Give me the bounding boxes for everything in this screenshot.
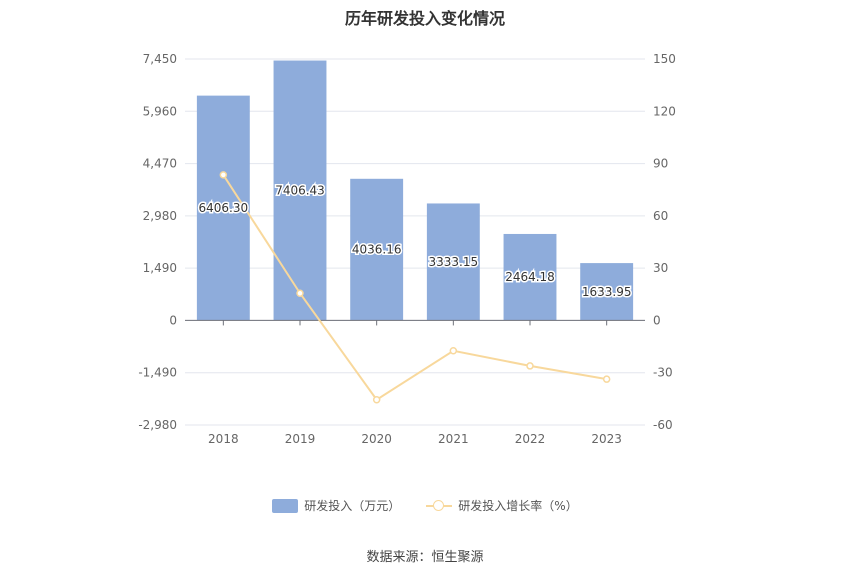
x-tick-label: 2019 — [285, 432, 316, 446]
x-tick-label: 2023 — [591, 432, 622, 446]
right-tick-label: -30 — [653, 366, 673, 380]
right-tick-label: 30 — [653, 261, 668, 275]
line-series — [219, 171, 611, 404]
x-tick-label: 2020 — [361, 432, 392, 446]
legend-bar-swatch — [272, 498, 299, 513]
bar — [196, 95, 250, 321]
bar-data-labels: 6406.30 7406.43 4036.16 3333.15 2464.18 1633.… — [197, 182, 633, 300]
source-note: 数据来源：恒生聚源 — [366, 550, 484, 565]
legend-item-rd-investment[interactable]: 研发投入（万元） — [272, 497, 400, 514]
right-tick-label: 0 — [653, 313, 661, 327]
left-tick-label: 2,980 — [143, 209, 177, 223]
left-tick-label: 1,490 — [143, 261, 177, 275]
legend: 研发投入（万元） 研发投入增长率（%） — [0, 497, 850, 514]
growth-rate-point — [219, 171, 228, 179]
left-tick-label: -1,490 — [138, 366, 177, 380]
legend-label-growth-rate: 研发投入增长率（%） — [458, 499, 578, 513]
bar-data-label: 6406.30 — [199, 201, 249, 215]
left-tick-label: -2,980 — [138, 418, 177, 432]
chart-title: 历年研发投入变化情况 — [344, 9, 505, 28]
bar-data-label: 2464.18 — [505, 270, 555, 284]
right-axis-ticks: 150 120 90 60 30 0 -30 -60 — [653, 52, 676, 432]
growth-rate-point — [296, 289, 304, 297]
right-tick-label: 60 — [653, 209, 668, 223]
legend-item-growth-rate[interactable]: 研发投入增长率（%） — [426, 497, 578, 514]
left-tick-label: 4,470 — [143, 157, 177, 171]
bar — [426, 203, 480, 321]
legend-label-rd-investment: 研发投入（万元） — [304, 499, 401, 513]
bar-data-label: 4036.16 — [352, 243, 402, 257]
right-tick-label: -60 — [653, 418, 673, 432]
growth-rate-point — [372, 395, 381, 404]
grid-lines — [185, 58, 645, 426]
growth-rate-point — [602, 375, 611, 383]
legend-line-swatch — [426, 499, 453, 513]
bar-data-label: 7406.43 — [275, 183, 325, 197]
bar-data-label: 1633.95 — [582, 285, 632, 299]
right-tick-label: 150 — [653, 52, 676, 66]
left-tick-label: 7,450 — [143, 52, 177, 66]
x-tick-label: 2022 — [515, 432, 546, 446]
bar — [503, 233, 557, 321]
right-tick-label: 90 — [653, 157, 668, 171]
bar-series — [196, 60, 634, 321]
left-axis-ticks: 7,450 5,960 4,470 2,980 1,490 0 -1,490 -2,980 — [138, 52, 177, 432]
bar — [273, 60, 327, 321]
growth-rate-line — [222, 174, 607, 402]
x-tick-label: 2021 — [438, 432, 469, 446]
bar — [580, 263, 634, 321]
bar — [350, 178, 404, 321]
left-tick-label: 0 — [169, 313, 177, 327]
x-tick-label: 2018 — [208, 432, 239, 446]
x-axis: 2018 2019 2020 2021 2022 2023 — [185, 319, 645, 446]
bar-data-label: 3333.15 — [429, 255, 479, 269]
right-tick-label: 120 — [653, 104, 676, 118]
left-tick-label: 5,960 — [143, 104, 177, 118]
growth-rate-point — [449, 347, 458, 355]
growth-rate-point — [526, 362, 534, 370]
